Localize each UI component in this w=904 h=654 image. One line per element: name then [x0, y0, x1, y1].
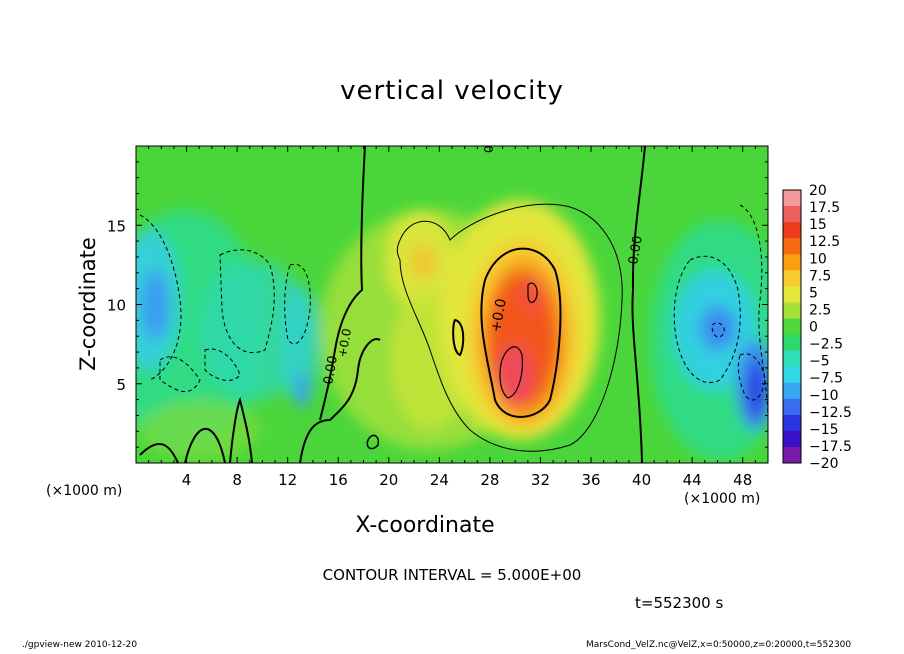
x-axis: 4 8 12 16 20 24 28 32 36 40 44 48 — [148, 146, 756, 489]
colorbar-swatch — [783, 238, 801, 255]
colorbar-label: 20 — [809, 183, 827, 199]
contour-interval-label: CONTOUR INTERVAL = 5.000E+00 — [322, 566, 582, 584]
colorbar-swatch — [783, 398, 801, 416]
colorbar-label: −12.5 — [809, 405, 852, 421]
colorbar-label: 7.5 — [809, 268, 831, 284]
colorbar-label: −5 — [809, 354, 830, 370]
contour-label-3: +0.0 — [488, 297, 510, 333]
x-tick-label: 24 — [430, 471, 449, 489]
colorbar-label: −10 — [809, 388, 839, 404]
colorbar-swatch — [783, 286, 801, 303]
colorbar-swatch — [783, 430, 801, 448]
x-tick-label: 28 — [480, 471, 499, 489]
x-tick-label: 36 — [581, 471, 600, 489]
x-tick-label: 8 — [232, 471, 242, 489]
contour-label-2: 0.00 — [482, 126, 496, 153]
colorbar-swatch — [783, 302, 801, 319]
x-tick-label: 40 — [632, 471, 651, 489]
colorbar-label: 2.5 — [809, 302, 831, 318]
x-axis-label: X-coordinate — [355, 513, 495, 538]
colorbar-label: 17.5 — [809, 200, 840, 216]
colorbar-swatch — [783, 254, 801, 271]
x-tick-label: 44 — [683, 471, 702, 489]
x-tick-label: 20 — [379, 471, 398, 489]
colorbar-swatch — [783, 270, 801, 287]
colorbar-swatch — [783, 382, 801, 400]
colorbar-label: −15 — [809, 422, 839, 438]
y-axis-label: Z-coordinate — [76, 237, 100, 371]
colorbar-swatch — [783, 334, 801, 352]
footer-left-text: ./gpview-new 2010-12-20 — [22, 640, 138, 650]
colorbar-swatch — [783, 414, 801, 432]
time-stamp: t=552300 s — [635, 594, 724, 612]
colorbar-swatch — [783, 222, 801, 239]
velocity-field: 0.00 0.00 0.00 +0.0 +0.0 — [136, 126, 768, 463]
contour-label-4: +0.0 — [335, 327, 354, 358]
y-tick-label: 15 — [107, 217, 126, 235]
contour-label-0: 0.00 — [321, 355, 341, 386]
y-axis: 5 10 15 — [107, 161, 768, 448]
colorbar-swatch — [783, 190, 801, 207]
colorbar-label: −2.5 — [809, 337, 843, 353]
footer-right-text: MarsCond_VelZ.nc@VelZ,x=0:50000,z=0:2000… — [586, 640, 852, 650]
x-tick-label: 12 — [278, 471, 297, 489]
x-tick-label: 4 — [182, 471, 192, 489]
colorbar-label: 15 — [809, 217, 827, 233]
colorbar-swatch — [783, 318, 801, 336]
colorbar-label: 5 — [809, 285, 818, 301]
colorbar-frame — [782, 189, 802, 464]
x-unit-label-right: (×1000 m) — [684, 491, 761, 507]
x-unit-label-left: (×1000 m) — [46, 483, 123, 499]
colorbar-swatch — [783, 350, 801, 368]
x-tick-label: 16 — [329, 471, 348, 489]
colorbar-label: 10 — [809, 251, 827, 267]
contour-label-1: 0.00 — [626, 235, 646, 266]
colorbar-label: 12.5 — [809, 234, 840, 250]
colorbar-label: −7.5 — [809, 371, 843, 387]
colorbar-swatch — [783, 366, 801, 384]
chart-title: vertical velocity — [340, 76, 564, 106]
colorbar-label: −17.5 — [809, 439, 852, 455]
y-tick-label: 5 — [116, 376, 126, 394]
colorbar-swatch — [783, 446, 801, 464]
colorbar-swatch — [783, 206, 801, 223]
x-tick-label: 48 — [733, 471, 752, 489]
colorbar-label: −20 — [809, 456, 839, 472]
colorbar-label: 0 — [809, 320, 818, 336]
x-tick-label: 32 — [531, 471, 550, 489]
y-tick-label: 10 — [107, 297, 126, 315]
